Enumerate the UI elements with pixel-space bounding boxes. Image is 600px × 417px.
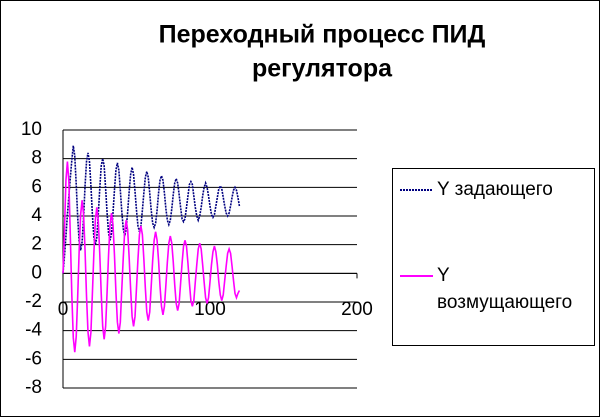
chart-title: регулятора [252,55,393,83]
y-tick-label: -2 [25,291,42,312]
y-tick-label: 6 [31,176,42,197]
y-tick-label: 2 [31,234,42,255]
y-tick-label: 8 [31,148,42,169]
x-tick-label: 100 [194,299,226,320]
series-line [62,161,241,353]
y-tick-label: -6 [25,348,42,369]
series-line [62,145,241,274]
legend-box [392,168,595,346]
y-tick-label: -4 [25,320,42,341]
x-tick-label: 0 [58,299,69,320]
chart-title: Переходный процесс ПИД [159,21,486,49]
legend-label: Y возмущающего [437,265,573,313]
y-tick-label: 4 [31,205,42,226]
y-tick-label: 10 [21,119,42,140]
y-tick-label: -8 [25,377,42,398]
y-tick-label: 0 [31,262,42,283]
x-tick-label: 200 [341,299,373,320]
legend-label: Y задающего [437,179,553,200]
